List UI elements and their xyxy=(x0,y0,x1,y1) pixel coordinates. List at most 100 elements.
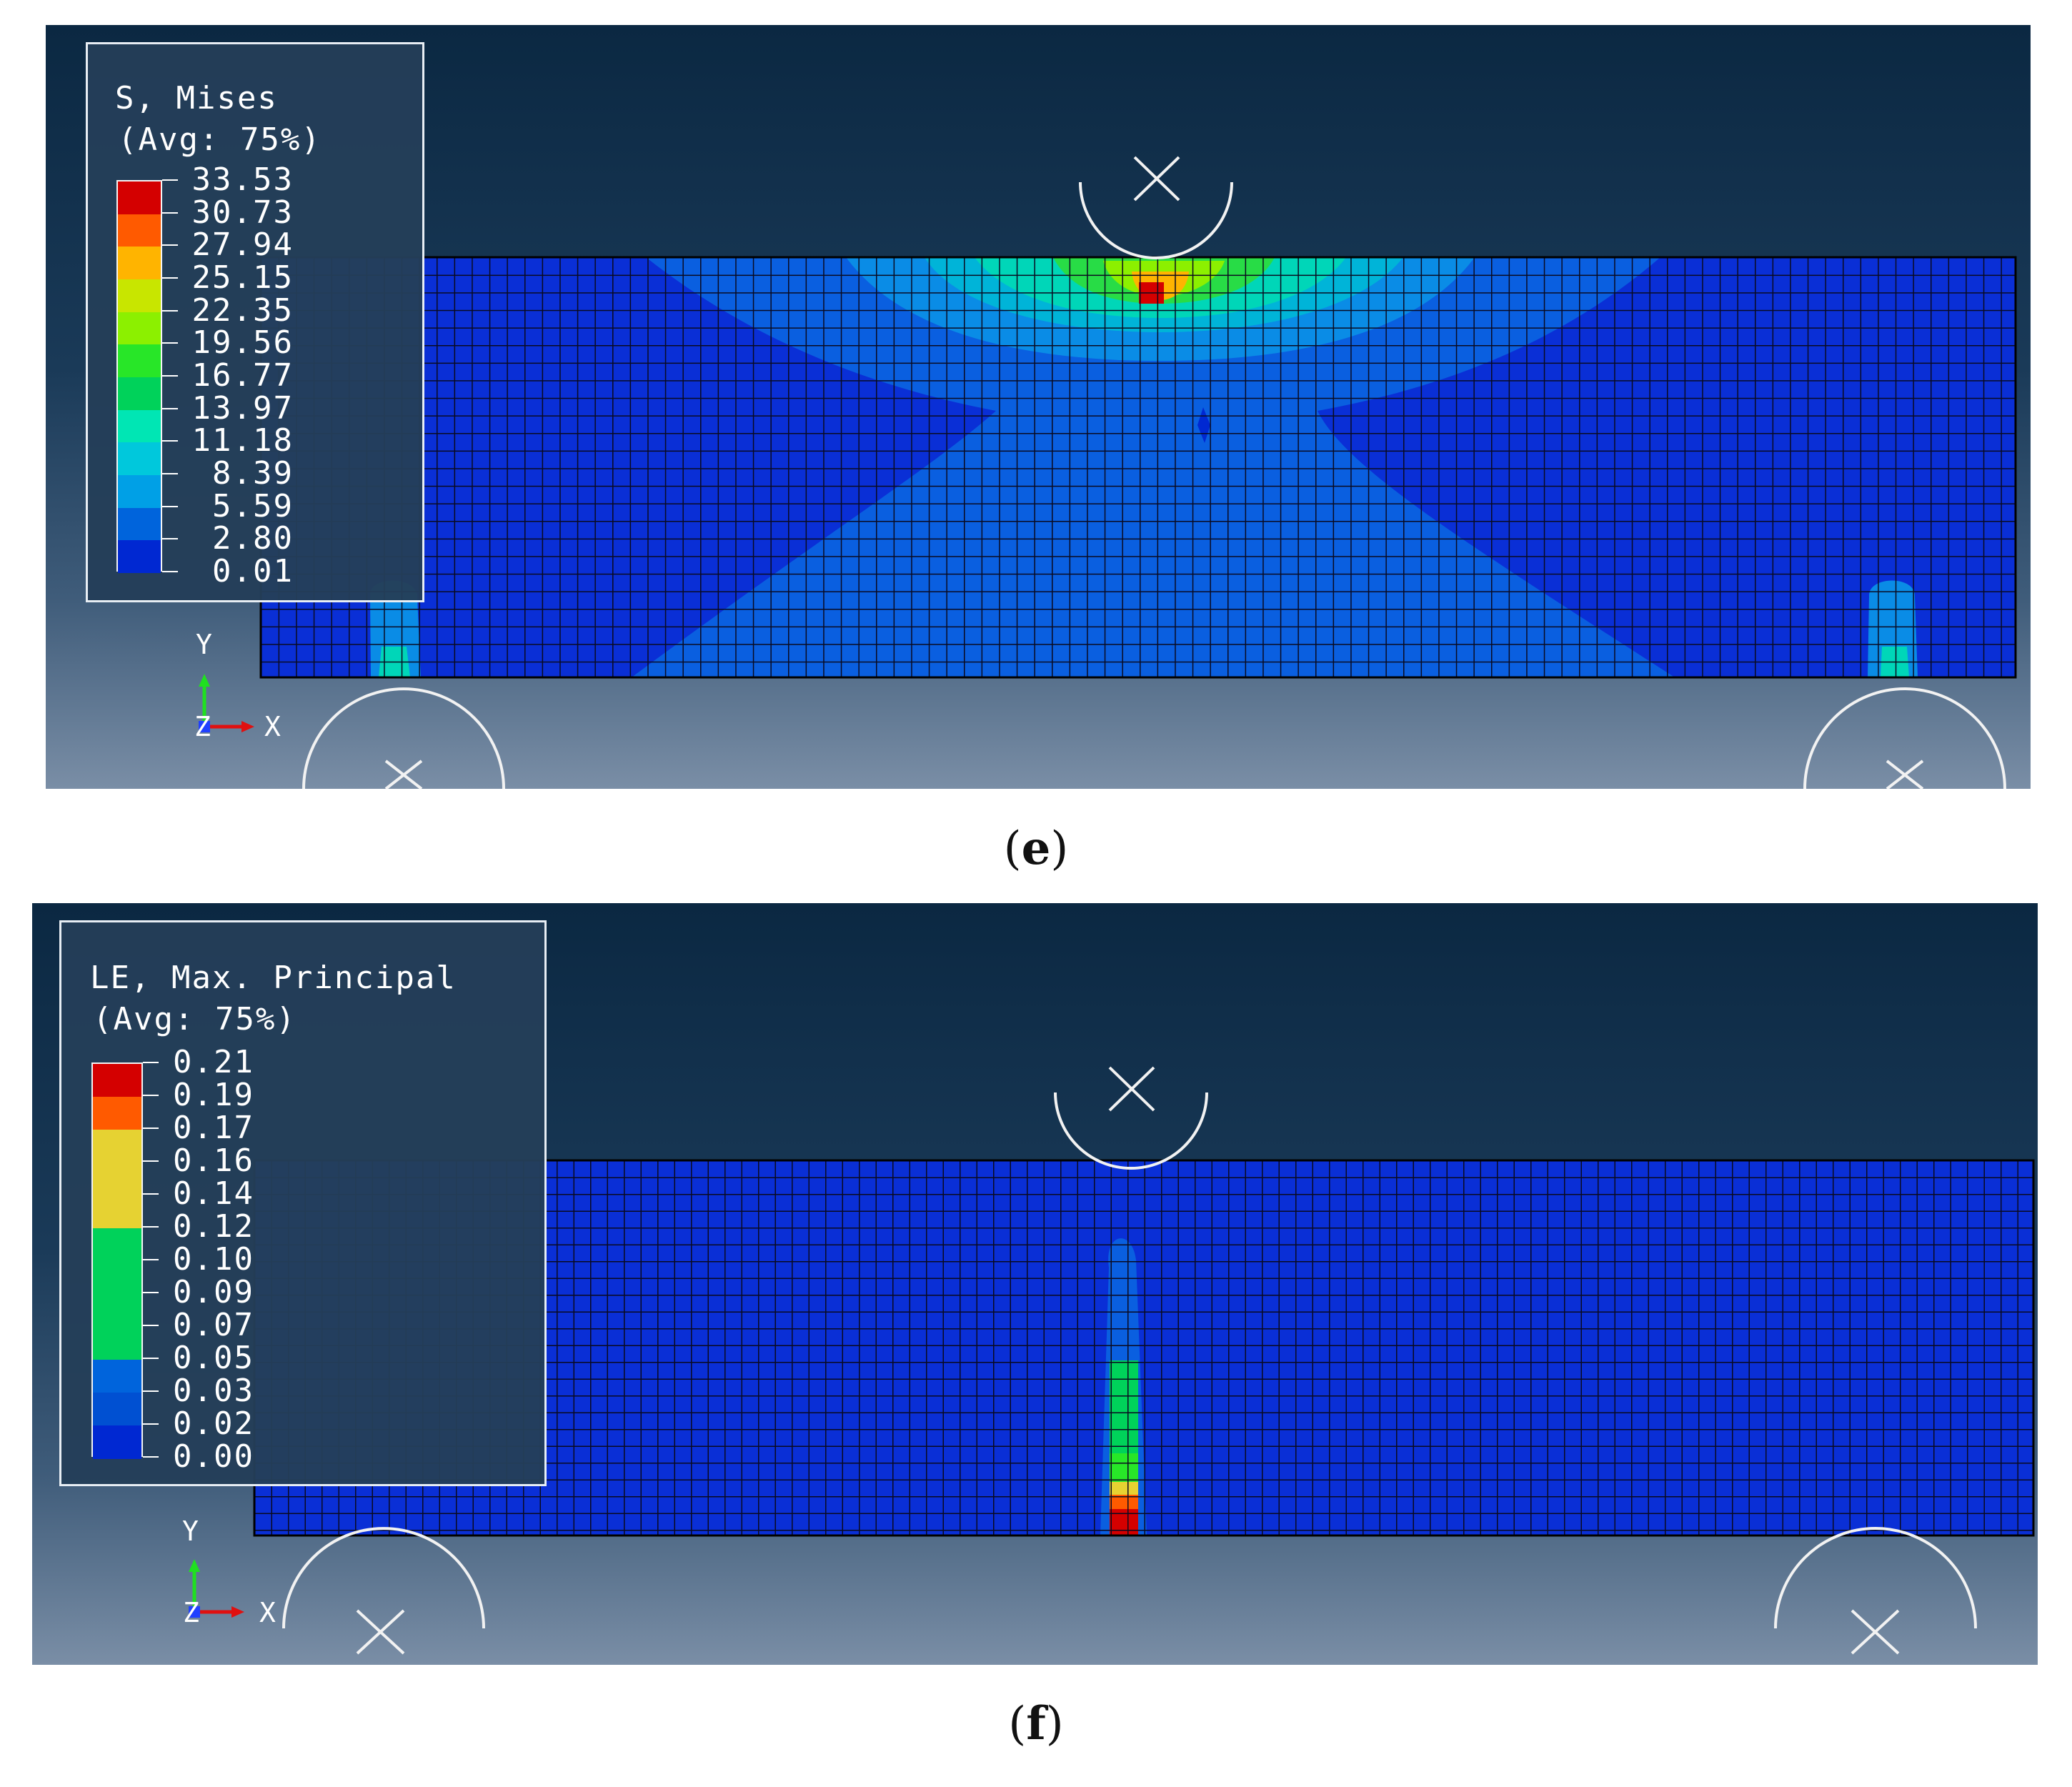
legend-color-band xyxy=(118,377,161,411)
coordinate-triad-e xyxy=(199,674,254,732)
contour-panel-e: Y Z X S, Mises (Avg: 75%) 33.53 30.73 27.9… xyxy=(46,25,2031,789)
legend-value-label: 0.07 xyxy=(173,1307,254,1343)
legend-value-label: 22.35 xyxy=(191,292,294,329)
contour-legend-f: LE, Max. Principal (Avg: 75%) 0.21 0.19 0.… xyxy=(59,920,547,1486)
legend-tick xyxy=(143,1423,159,1425)
legend-value-label: 0.10 xyxy=(173,1241,254,1278)
legend-value-label: 5.59 xyxy=(212,487,294,524)
legend-tick xyxy=(162,342,178,344)
legend-subtitle-f: (Avg: 75%) xyxy=(93,1001,297,1037)
legend-title-e: S, Mises xyxy=(115,80,278,116)
legend-color-band xyxy=(93,1425,141,1459)
legend-value-label: 8.39 xyxy=(212,455,294,492)
legend-tick xyxy=(143,1358,159,1359)
triad-x-label-f: X xyxy=(259,1597,276,1628)
legend-color-band xyxy=(93,1327,141,1360)
legend-tick xyxy=(162,244,178,247)
load-roller-f xyxy=(1054,1066,1208,1170)
legend-color-band xyxy=(93,1097,141,1130)
legend-color-band xyxy=(118,409,161,443)
legend-color-band xyxy=(93,1294,141,1328)
caption-e: (e) xyxy=(1003,822,1069,875)
legend-color-band xyxy=(118,247,161,280)
legend-tick xyxy=(162,505,178,507)
legend-tick xyxy=(143,1160,159,1162)
legend-title-f: LE, Max. Principal xyxy=(90,960,457,996)
load-roller-e xyxy=(1079,156,1233,259)
legend-color-band xyxy=(118,214,161,247)
legend-value-label: 0.03 xyxy=(173,1373,254,1409)
legend-color-band xyxy=(118,442,161,476)
legend-tick xyxy=(162,375,178,377)
legend-color-band xyxy=(118,181,161,215)
legend-value-label: 0.14 xyxy=(173,1175,254,1212)
legend-value-label: 0.17 xyxy=(173,1110,254,1146)
triad-x-label-e: X xyxy=(264,711,281,742)
legend-color-band xyxy=(118,279,161,313)
legend-value-label: 0.01 xyxy=(212,553,294,589)
triad-z-label-f: Z xyxy=(183,1597,199,1628)
legend-tick xyxy=(143,1128,159,1129)
legend-color-band xyxy=(118,540,161,574)
legend-tick xyxy=(143,1226,159,1228)
legend-colorbar-f xyxy=(91,1062,143,1459)
legend-colorbar-e xyxy=(116,180,162,574)
legend-value-label: 0.19 xyxy=(173,1077,254,1113)
legend-value-label: 0.02 xyxy=(173,1405,254,1442)
legend-value-label: 16.77 xyxy=(191,357,294,394)
legend-color-band xyxy=(93,1064,141,1097)
left-support-roller-f xyxy=(282,1527,485,1655)
legend-color-band xyxy=(93,1130,141,1163)
legend-color-band xyxy=(93,1393,141,1426)
legend-value-label: 0.00 xyxy=(173,1438,254,1475)
legend-color-band xyxy=(93,1261,141,1295)
legend-tick xyxy=(143,1193,159,1195)
legend-color-band xyxy=(118,475,161,509)
legend-tick xyxy=(162,571,178,572)
legend-value-label: 27.94 xyxy=(191,227,294,264)
legend-tick xyxy=(162,179,178,181)
legend-color-band xyxy=(93,1195,141,1229)
viewport-e xyxy=(46,25,2031,789)
legend-value-label: 30.73 xyxy=(191,194,294,231)
caption-f: (f) xyxy=(1008,1697,1064,1751)
legend-tick xyxy=(162,440,178,442)
beam-e xyxy=(261,257,2016,677)
legend-tick xyxy=(162,309,178,312)
legend-value-label: 13.97 xyxy=(191,389,294,427)
caption-letter-e: e xyxy=(1021,822,1051,875)
legend-tick xyxy=(143,1095,159,1096)
right-support-roller-f xyxy=(1774,1527,1977,1655)
coordinate-triad-f xyxy=(189,1559,244,1618)
legend-value-label: 0.12 xyxy=(173,1208,254,1245)
legend-tick xyxy=(143,1325,159,1326)
legend-color-band xyxy=(93,1360,141,1393)
legend-tick xyxy=(162,277,178,279)
legend-value-label: 11.18 xyxy=(191,422,294,459)
triad-y-label-f: Y xyxy=(182,1515,199,1547)
legend-tick xyxy=(143,1292,159,1293)
legend-subtitle-e: (Avg: 75%) xyxy=(118,121,322,158)
legend-tick xyxy=(143,1390,159,1392)
left-support-roller-e xyxy=(302,687,505,789)
beam-f xyxy=(254,1160,2033,1535)
legend-color-band xyxy=(93,1163,141,1196)
legend-tick xyxy=(162,211,178,214)
contour-panel-f: Y Z X LE, Max. Principal (Avg: 75%) 0.21… xyxy=(32,903,2038,1665)
legend-tick xyxy=(162,538,178,540)
legend-color-band xyxy=(118,507,161,541)
legend-value-label: 0.09 xyxy=(173,1274,254,1310)
contour-legend-e: S, Mises (Avg: 75%) 33.53 30.73 27.94 25.15… xyxy=(86,42,424,602)
legend-value-label: 0.16 xyxy=(173,1143,254,1179)
caption-letter-f: f xyxy=(1026,1697,1046,1751)
legend-tick xyxy=(143,1062,159,1063)
triad-y-label-e: Y xyxy=(196,629,212,660)
legend-tick xyxy=(143,1259,159,1260)
legend-color-band xyxy=(93,1228,141,1262)
legend-tick xyxy=(143,1456,159,1458)
legend-color-band xyxy=(118,312,161,345)
legend-value-label: 0.05 xyxy=(173,1340,254,1376)
legend-value-label: 0.21 xyxy=(173,1044,254,1080)
legend-value-label: 2.80 xyxy=(212,520,294,557)
right-support-roller-e xyxy=(1803,687,2006,789)
